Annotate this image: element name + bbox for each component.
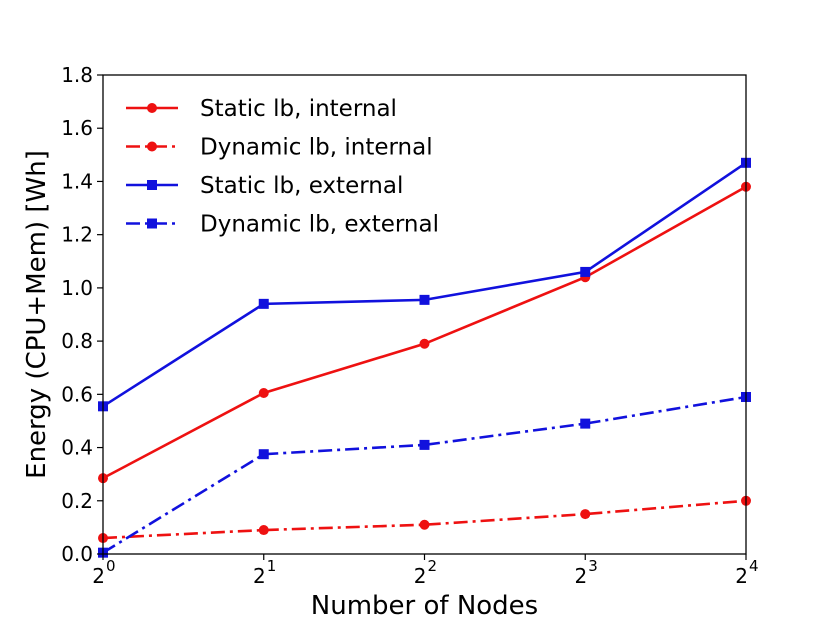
x-tick-exponent: 4 <box>749 557 759 575</box>
legend-label: Static lb, internal <box>200 96 397 122</box>
y-tick-label: 1.4 <box>61 169 93 193</box>
y-tick-label: 0.8 <box>61 329 93 353</box>
legend-marker <box>147 218 157 229</box>
y-tick-label: 0.6 <box>61 382 93 406</box>
series-line-3 <box>102 161 747 408</box>
y-tick-label: 0.4 <box>61 436 93 460</box>
legend-label: Dynamic lb, external <box>200 212 439 238</box>
legend: Static lb, internal Dynamic lb, internal S… <box>126 96 439 238</box>
y-tick-label: 1.8 <box>61 63 93 87</box>
data-point <box>580 266 591 277</box>
data-point <box>258 388 269 399</box>
y-tick-label: 0.0 <box>61 542 93 566</box>
data-point <box>258 525 269 536</box>
legend-marker <box>147 103 157 113</box>
legend-label: Dynamic lb, internal <box>200 135 433 161</box>
x-tick-exponent: 2 <box>428 557 438 575</box>
legend-label: Static lb, external <box>200 173 403 199</box>
y-tick-label: 1.0 <box>61 276 93 300</box>
x-axis-title: Number of Nodes <box>311 591 538 621</box>
data-point <box>580 418 591 429</box>
data-point <box>419 338 430 349</box>
legend-marker <box>147 141 157 152</box>
x-tick-label: 2 <box>92 564 105 588</box>
series-line-2 <box>102 499 747 540</box>
data-point <box>419 519 430 530</box>
data-point <box>258 298 269 309</box>
data-point <box>580 509 591 520</box>
legend-marker <box>147 180 157 190</box>
x-tick-exponent: 3 <box>588 557 598 575</box>
data-point <box>258 449 269 460</box>
data-point <box>419 439 430 450</box>
y-axis-title: Energy (CPU+Mem) [Wh] <box>22 150 52 479</box>
x-tick-exponent: 0 <box>106 557 116 575</box>
y-tick-label: 0.2 <box>61 489 93 513</box>
y-tick-label: 1.2 <box>61 223 93 247</box>
data-point <box>419 294 430 305</box>
x-tick-label: 2 <box>414 564 427 588</box>
x-tick-label: 2 <box>253 564 266 588</box>
x-tick-label: 2 <box>575 564 588 588</box>
y-tick-label: 1.6 <box>61 116 93 140</box>
x-tick-exponent: 1 <box>267 557 277 575</box>
axis-ticks: 0.00.20.40.60.81.01.21.41.61.82 0 2 1 2 2 2 3 2 4 <box>61 63 758 588</box>
x-tick-label: 2 <box>735 564 748 588</box>
